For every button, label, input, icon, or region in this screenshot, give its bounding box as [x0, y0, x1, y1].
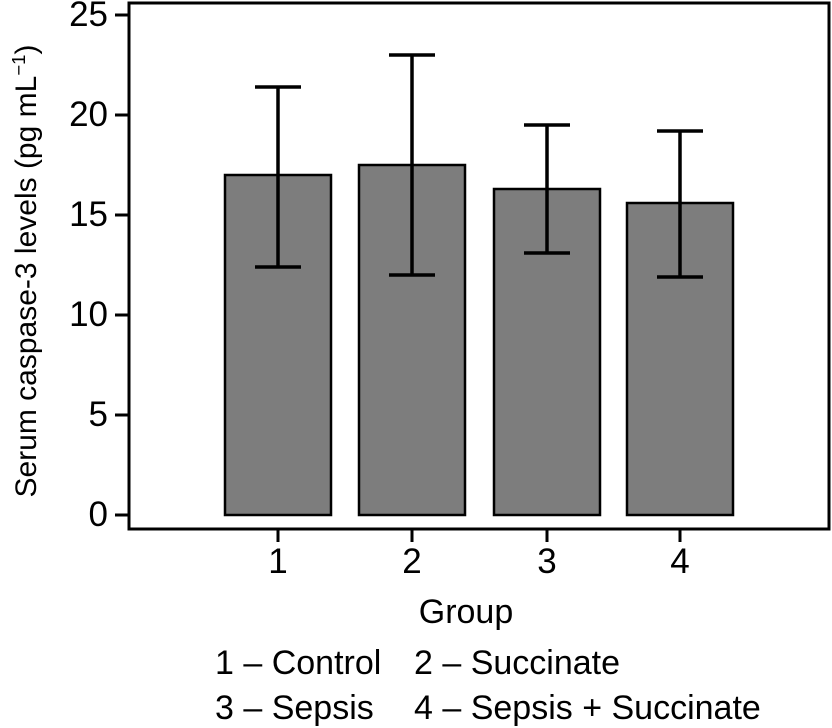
legend-item-control: 1 – Control	[215, 644, 382, 682]
plot-frame	[127, 1, 831, 531]
legend-item-sepsis: 3 – Sepsis	[215, 689, 374, 727]
group-legend: 1 – Control 2 – Succinate 3 – Sepsis 4 –…	[215, 641, 761, 728]
legend-item-succinate: 2 – Succinate	[414, 644, 621, 682]
y-tick-label-10: 10	[69, 294, 108, 334]
x-axis-title: Group	[418, 593, 514, 631]
x-tick-label-1: 1	[268, 542, 288, 581]
legend-item-sepsis-succinate: 4 – Sepsis + Succinate	[414, 689, 761, 727]
y-tick-label-15: 15	[69, 194, 108, 234]
bar-group-2	[357, 163, 467, 517]
x-tick-label-3: 3	[537, 542, 557, 581]
x-tick-label-4: 4	[670, 542, 690, 581]
y-tick-label-25: 25	[69, 0, 108, 34]
y-tick-label-0: 0	[88, 494, 108, 534]
y-tick-label-20: 20	[69, 94, 108, 134]
x-tick-label-2: 2	[402, 542, 422, 581]
y-axis-tick-labels: 0 5 10 15 20 25	[0, 0, 108, 728]
y-tick-label-5: 5	[88, 394, 108, 434]
